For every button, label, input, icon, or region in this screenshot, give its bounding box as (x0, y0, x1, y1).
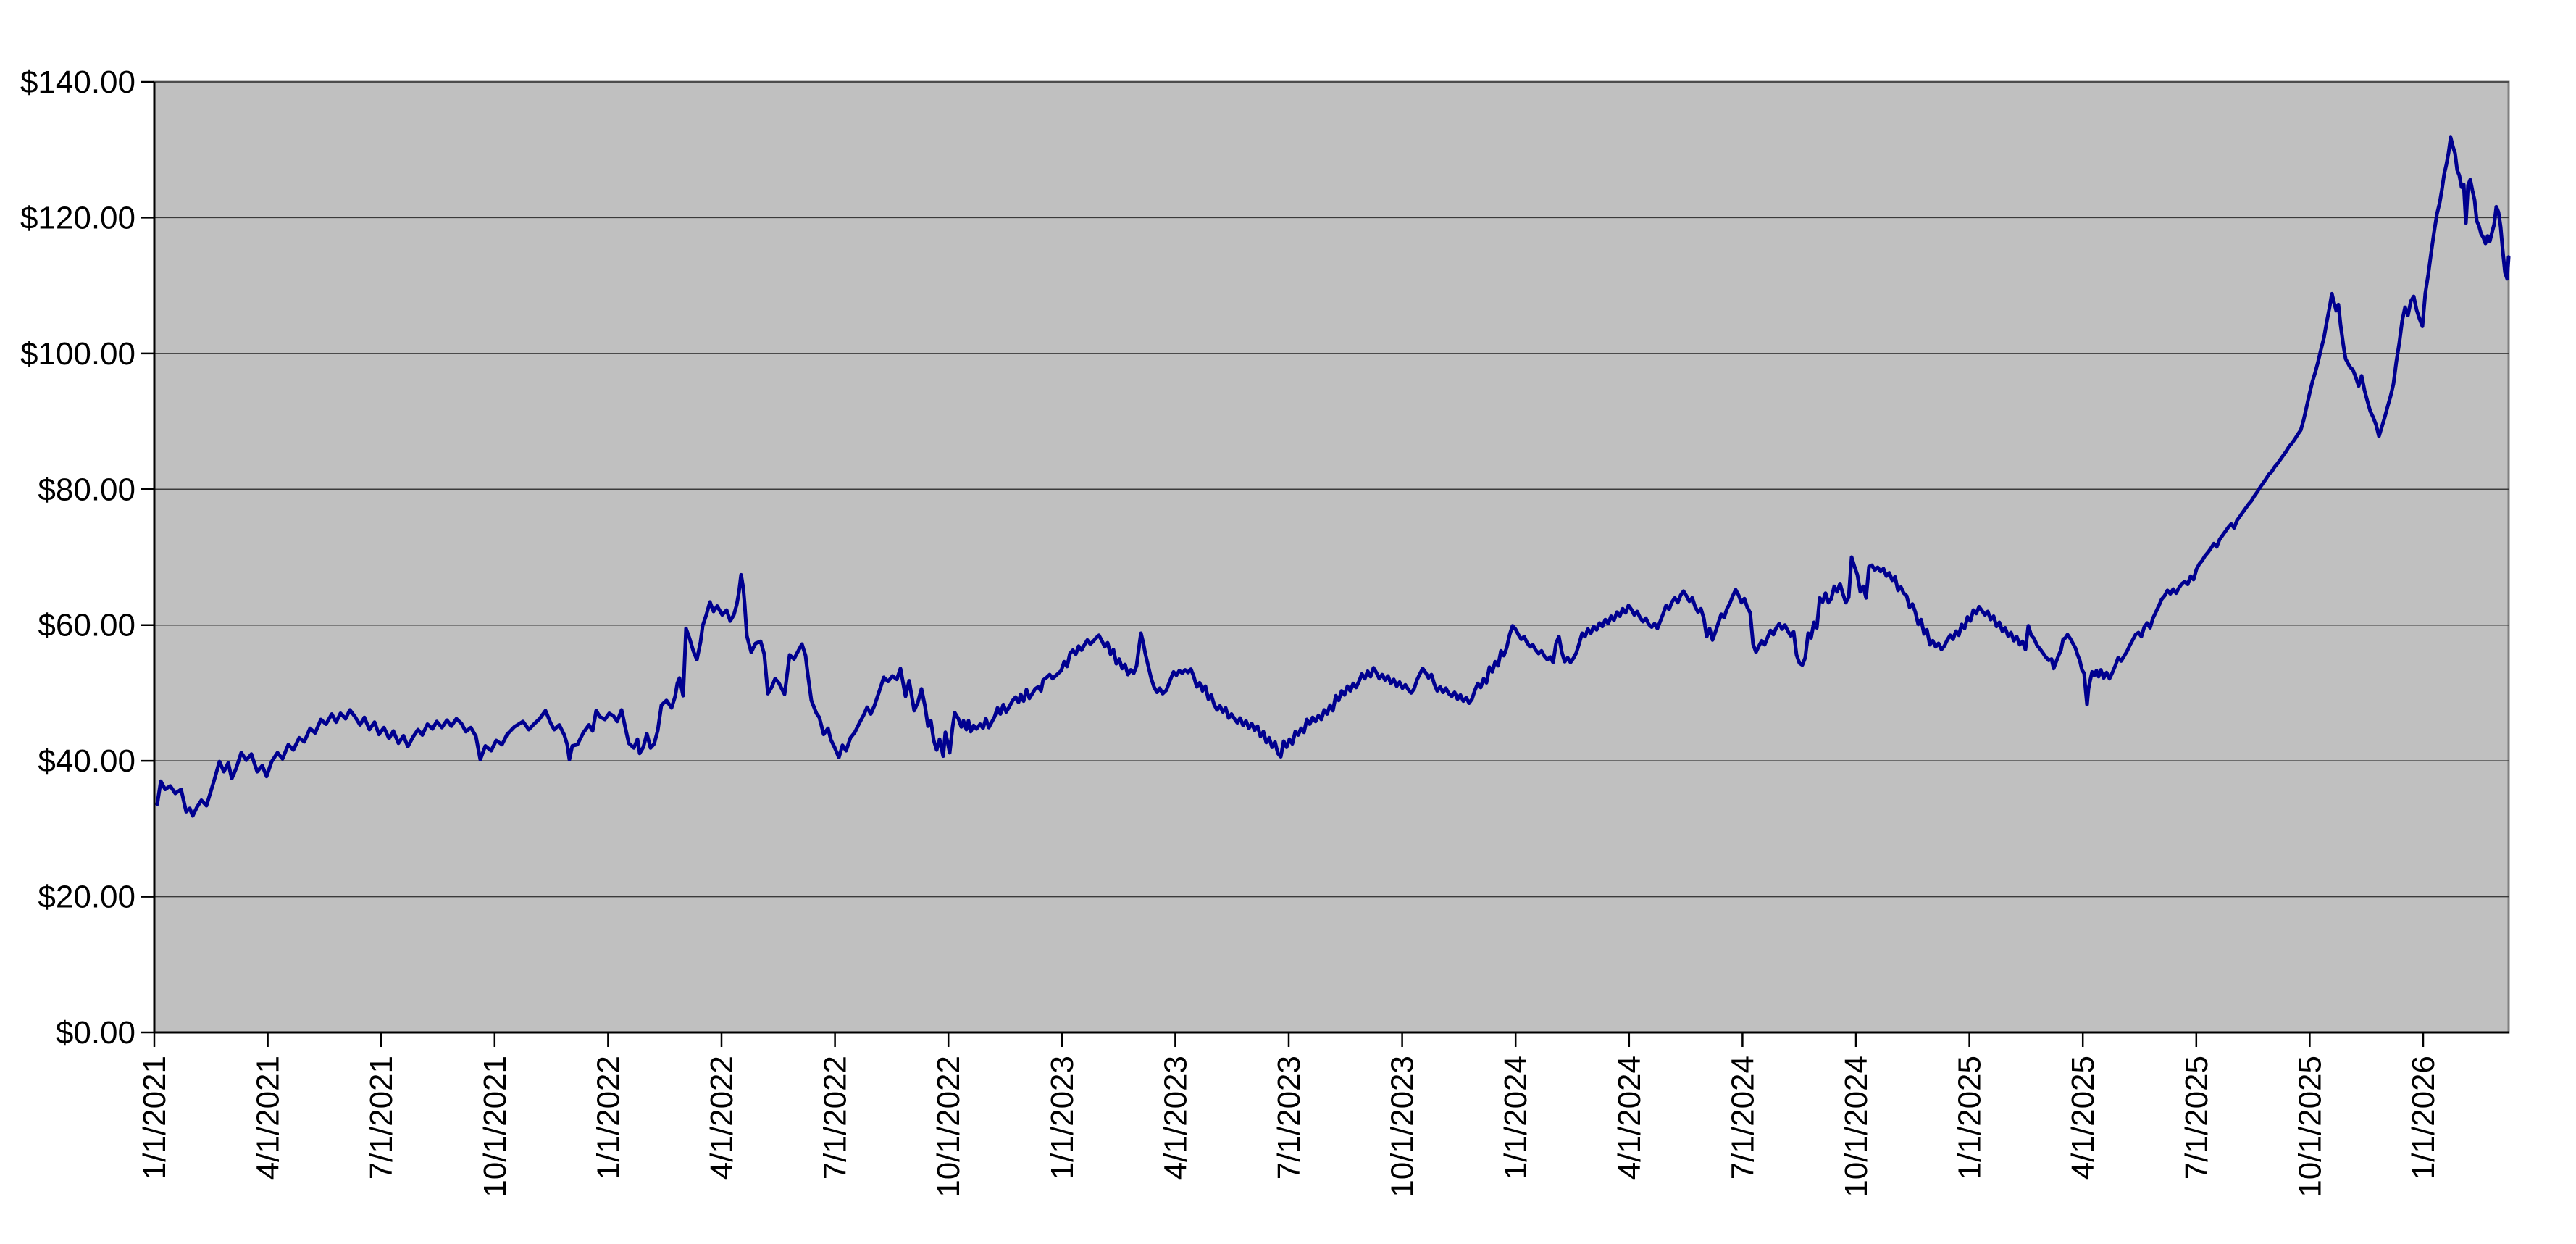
x-axis-label: 4/1/2025 (2065, 1056, 2101, 1180)
x-axis-label: 10/1/2025 (2292, 1056, 2328, 1198)
x-axis-label: 1/1/2026 (2406, 1056, 2441, 1180)
y-axis-label: $0.00 (56, 1015, 135, 1051)
x-axis-label: 10/1/2023 (1385, 1056, 1421, 1198)
x-axis-label: 1/1/2023 (1045, 1056, 1080, 1180)
x-axis-label: 4/1/2021 (251, 1056, 286, 1180)
y-axis-label: $140.00 (20, 64, 135, 100)
x-axis-label: 7/1/2024 (1725, 1056, 1760, 1180)
x-axis-label: 1/1/2025 (1952, 1056, 1988, 1180)
y-axis-label: $20.00 (38, 880, 135, 915)
y-axis-label: $80.00 (38, 472, 135, 507)
x-axis-label: 10/1/2022 (931, 1056, 966, 1198)
x-axis-label: 7/1/2025 (2179, 1056, 2215, 1180)
x-axis-label: 7/1/2022 (818, 1056, 853, 1180)
x-axis-label: 10/1/2024 (1839, 1056, 1874, 1198)
x-axis-label: 4/1/2024 (1612, 1056, 1647, 1180)
y-axis-label: $60.00 (38, 608, 135, 643)
x-axis-label: 1/1/2022 (590, 1056, 626, 1180)
x-axis-label: 10/1/2021 (477, 1056, 513, 1198)
x-axis-label: 4/1/2022 (704, 1056, 740, 1180)
plot-area (153, 80, 2510, 1034)
x-axis-label: 4/1/2023 (1158, 1056, 1193, 1180)
x-axis-label: 7/1/2021 (364, 1056, 399, 1180)
y-axis-label: $100.00 (20, 336, 135, 372)
x-axis-label: 7/1/2023 (1271, 1056, 1307, 1180)
x-axis-label: 1/1/2024 (1498, 1056, 1534, 1180)
price-series-line (155, 135, 2511, 818)
x-axis-label: 1/1/2021 (137, 1056, 172, 1180)
y-axis-label: $120.00 (20, 200, 135, 235)
y-axis-label: $40.00 (38, 743, 135, 779)
